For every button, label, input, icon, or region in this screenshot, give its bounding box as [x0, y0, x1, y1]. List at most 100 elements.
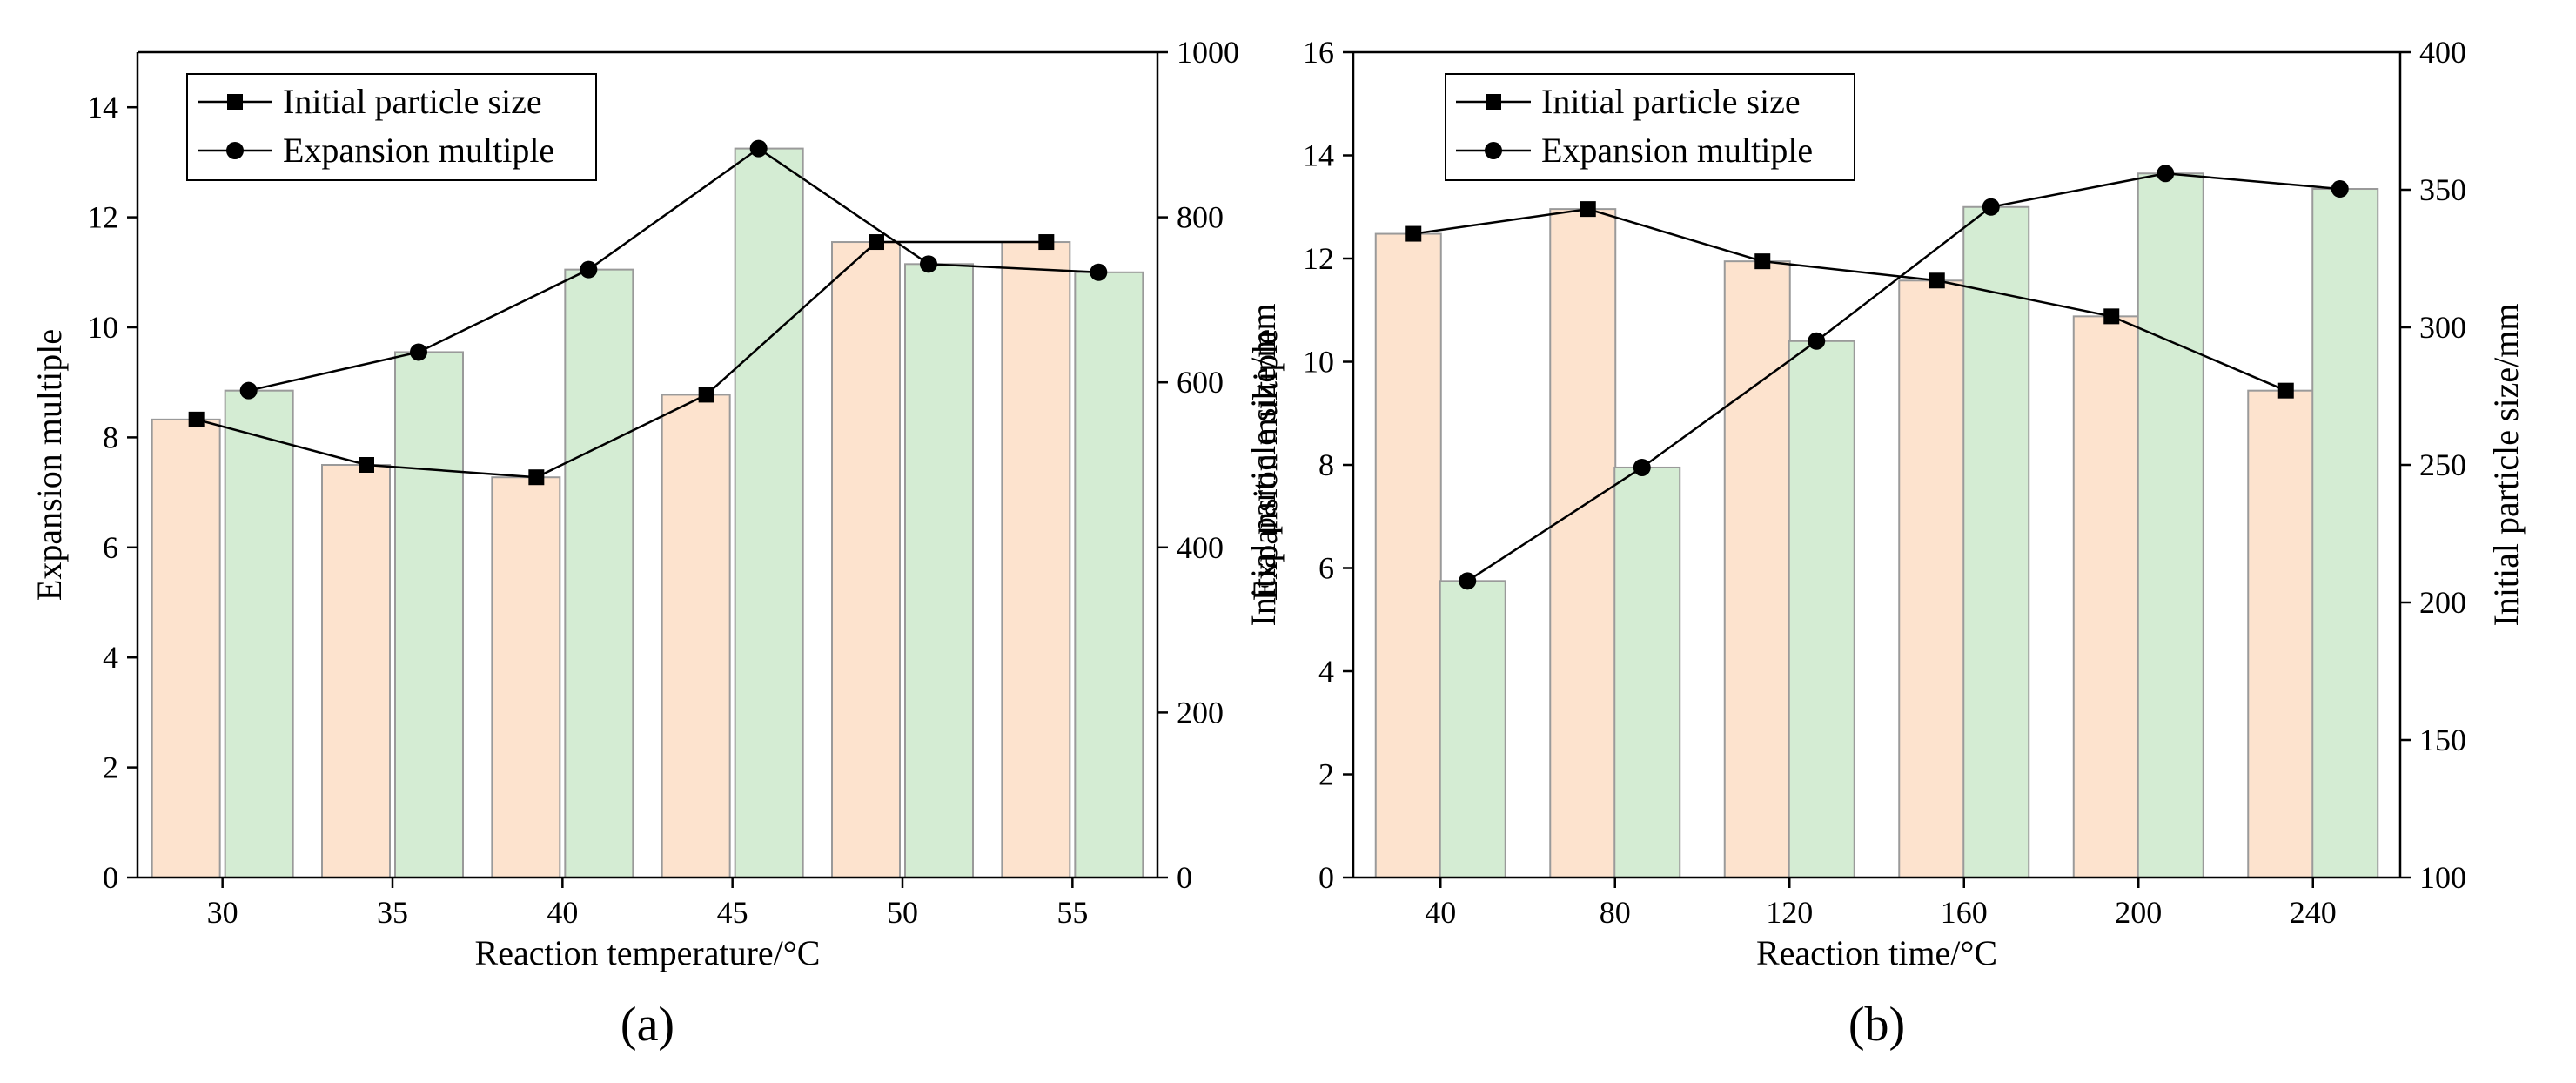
chart0-legend-marker-expansion-multiple [226, 142, 244, 159]
chart0-bar-expansion-multiple-2 [564, 268, 634, 878]
chart1-bar-expansion-multiple-1 [1613, 466, 1681, 879]
chart1-legend-marker-expansion-multiple [1485, 142, 1502, 159]
chart1-point-expansion-multiple-1 [1633, 458, 1651, 476]
chart1-line-expansion-multiple [1466, 172, 2340, 582]
chart1-ytick-left-label-8: 16 [1303, 35, 1334, 70]
chart0-ytick-right-label-2: 400 [1177, 530, 1224, 565]
chart1-ytick-right-label-1: 150 [2419, 723, 2466, 757]
chart1-bar-expansion-multiple-3 [1962, 205, 2030, 878]
chart1-ytick-left-label-3: 6 [1318, 551, 1334, 586]
chart0-bar-particle-size-5 [1001, 241, 1071, 879]
chart0-bar-particle-size-2 [491, 476, 561, 878]
chart1-point-expansion-multiple-0 [1459, 572, 1477, 590]
chart0-point-initial-particle-size-4 [869, 234, 884, 251]
chart1-line-initial-particle-size [1413, 207, 2287, 392]
chart0-bar-particle-size-1 [321, 464, 391, 878]
chart1-y-axis-left-label: Expansion multiple [1245, 329, 1285, 601]
chart0-bar-expansion-multiple-5 [1074, 271, 1144, 878]
chart0-panel-label: (a) [621, 998, 674, 1052]
chart1-ytick-right-label-3: 250 [2419, 447, 2466, 482]
chart0-point-initial-particle-size-5 [1038, 234, 1055, 251]
chart0-point-expansion-multiple-1 [410, 343, 427, 361]
chart0-bar-expansion-multiple-4 [904, 263, 974, 878]
chart0-legend-marker-initial-particle-size [227, 94, 243, 110]
chart1-x-axis-label: Reaction time/°C [1756, 933, 1997, 972]
chart0-point-initial-particle-size-3 [698, 387, 714, 403]
chart1-y-axis-right-label: Initial particle size/mm [2486, 304, 2526, 627]
chart1-xtick-label-3: 160 [1941, 895, 1988, 930]
chart0-x-axis-label: Reaction temperature/°C [475, 933, 821, 972]
chart0-bar-expansion-multiple-3 [734, 147, 804, 879]
chart0-bar-particle-size-4 [831, 241, 901, 879]
chart0-legend-box [186, 73, 597, 181]
chart0-ytick-right-label-1: 200 [1177, 695, 1224, 730]
chart0-line-expansion-multiple [248, 147, 1099, 392]
chart1-ytick-left-label-5: 10 [1303, 345, 1334, 380]
chart1-panel-label: (b) [1848, 998, 1905, 1052]
chart1-ytick-right-label-5: 350 [2419, 172, 2466, 207]
chart1-ytick-left-label-2: 4 [1318, 654, 1334, 689]
chart1-ytick-right-label-6: 400 [2419, 35, 2466, 70]
chart1-bar-expansion-multiple-0 [1439, 580, 1506, 878]
chart0-legend-label-initial-particle-size: Initial particle size [283, 82, 542, 121]
chart0-xtick-label-4: 50 [887, 895, 918, 930]
chart0-bar-expansion-multiple-0 [224, 389, 294, 878]
chart1-ytick-left-label-6: 12 [1303, 241, 1334, 276]
chart0-ytick-right-label-0: 0 [1177, 860, 1192, 895]
chart0-bar-particle-size-3 [661, 394, 731, 879]
chart1-point-initial-particle-size-1 [1580, 201, 1596, 218]
chart1-ytick-left-label-7: 14 [1303, 138, 1334, 173]
chart1-bar-expansion-multiple-4 [2137, 172, 2204, 879]
chart1-bar-expansion-multiple-5 [2311, 188, 2379, 878]
chart1-xtick-label-0: 40 [1425, 895, 1456, 930]
chart0-point-initial-particle-size-2 [528, 469, 545, 486]
chart1-bar-particle-size-4 [2072, 315, 2140, 878]
chart0-bar-particle-size-0 [151, 418, 221, 878]
chart0-ytick-right-label-4: 800 [1177, 200, 1224, 235]
chart1-bar-particle-size-0 [1374, 232, 1442, 878]
chart1-bar-expansion-multiple-2 [1788, 340, 1855, 878]
chart1-xtick-label-1: 80 [1600, 895, 1631, 930]
chart0-point-expansion-multiple-5 [1090, 263, 1108, 281]
chart0-xtick-label-1: 35 [377, 895, 408, 930]
chart0-xtick-label-3: 45 [717, 895, 748, 930]
chart1-bar-particle-size-3 [1898, 279, 1966, 878]
chart1-legend-label-expansion-multiple: Expansion multiple [1541, 131, 1813, 170]
chart1-point-expansion-multiple-5 [2331, 180, 2349, 198]
chart1-ytick-right-label-2: 200 [2419, 585, 2466, 620]
chart0-xtick-label-2: 40 [547, 895, 578, 930]
chart0-point-initial-particle-size-0 [188, 411, 205, 427]
chart0-legend: Initial particle size Expansion multiple [186, 73, 597, 181]
chart1-legend: Initial particle size Expansion multiple [1445, 73, 1855, 181]
chart1-ytick-left-label-4: 8 [1318, 447, 1334, 482]
chart0-point-expansion-multiple-0 [239, 381, 258, 400]
chart1-bar-particle-size-1 [1549, 208, 1617, 878]
chart0-ytick-left-label-5: 10 [87, 310, 118, 345]
chart1-xtick-label-5: 240 [2290, 895, 2337, 930]
chart1-ytick-left-label-0: 0 [1318, 860, 1334, 895]
chart0-point-expansion-multiple-2 [580, 260, 598, 279]
chart1-legend-marker-initial-particle-size [1486, 94, 1501, 110]
chart1-ytick-right-label-4: 300 [2419, 310, 2466, 345]
chart0-ytick-left-label-3: 6 [103, 530, 118, 565]
chart-panel-a: 0 2 4 6 8 10 12 14 0 200 400 600 800 1000 30 35 40 45 50 55… [30, 35, 1283, 1052]
chart0-ytick-left-label-2: 4 [103, 640, 118, 675]
chart0-line-initial-particle-size [196, 240, 1047, 479]
chart1-point-expansion-multiple-2 [1808, 332, 1826, 350]
chart1-point-initial-particle-size-5 [2277, 382, 2294, 399]
chart0-legend-label-expansion-multiple: Expansion multiple [283, 131, 554, 170]
chart0-ytick-left-label-1: 2 [103, 750, 118, 785]
chart0-ytick-left-label-0: 0 [103, 860, 118, 895]
chart0-point-expansion-multiple-3 [749, 139, 768, 158]
chart1-point-initial-particle-size-0 [1405, 225, 1422, 242]
chart1-ytick-right-label-0: 100 [2419, 860, 2466, 895]
chart0-ytick-right-label-3: 600 [1177, 365, 1224, 400]
chart1-legend-label-initial-particle-size: Initial particle size [1541, 82, 1801, 121]
chart-panel-b: 0 2 4 6 8 10 12 14 16 100 150 200 250 300 350 400 40 80 12… [1245, 35, 2526, 1052]
chart0-bar-expansion-multiple-1 [394, 351, 464, 878]
chart0-ytick-left-label-7: 14 [87, 90, 118, 124]
chart1-point-initial-particle-size-2 [1754, 253, 1771, 270]
chart0-point-expansion-multiple-4 [920, 255, 937, 273]
chart1-point-initial-particle-size-4 [2103, 308, 2120, 325]
